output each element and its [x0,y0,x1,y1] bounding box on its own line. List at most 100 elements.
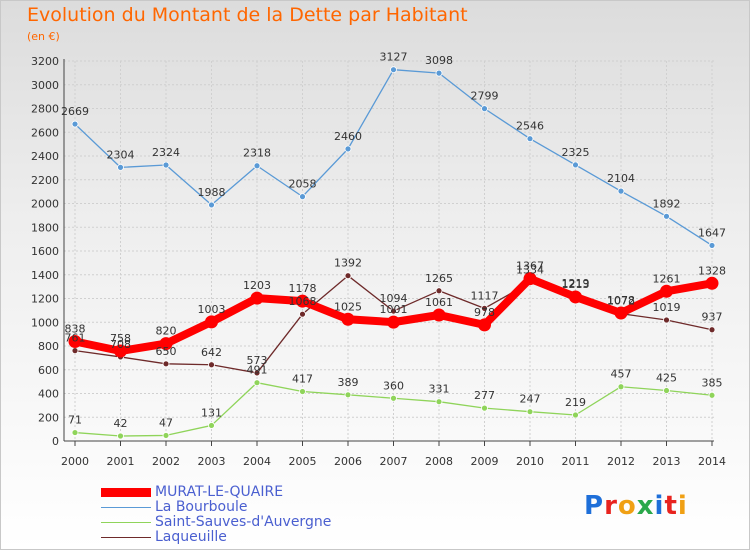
data-label: 1892 [653,197,681,210]
legend-swatch-saint-sauves [101,522,151,523]
data-point [344,272,352,280]
data-label: 1265 [425,272,453,285]
data-label: 820 [156,325,177,338]
data-point [71,429,79,436]
data-label: 1367 [516,260,544,273]
data-label: 131 [201,406,222,419]
y-tick-label: 1200 [31,293,59,306]
data-point [208,361,215,369]
data-label: 2058 [289,178,317,191]
y-tick-label: 2400 [31,150,59,163]
x-tick-label: 2012 [607,455,635,468]
x-tick-label: 2006 [334,455,362,468]
x-tick-label: 2000 [61,455,89,468]
x-tick-label: 2013 [653,455,681,468]
data-point [435,398,443,406]
data-label: 2669 [61,105,89,118]
chart-title: Evolution du Montant de la Dette par Hab… [27,4,468,26]
data-label: 1001 [380,303,408,316]
data-point [117,163,124,171]
x-tick-label: 2011 [562,455,590,468]
data-label: 1003 [198,303,226,316]
data-label: 457 [611,368,632,381]
data-point [344,391,352,399]
data-label: 642 [201,346,222,359]
data-label: 360 [383,379,404,392]
data-point [162,432,170,439]
data-label: 47 [159,416,173,429]
data-point [663,212,670,220]
data-label: 1328 [698,264,726,277]
data-label: 277 [474,389,495,402]
data-point [71,120,79,128]
data-label: 650 [156,345,177,358]
x-tick-label: 2004 [243,455,271,468]
x-tick-label: 2003 [198,455,226,468]
data-point [663,387,670,394]
y-tick-label: 2600 [31,126,59,139]
data-label: 761 [65,332,86,345]
data-point [162,161,170,169]
y-tick-label: 1000 [31,316,59,329]
y-tick-label: 3000 [31,79,59,92]
data-point [341,312,355,326]
data-point [617,383,625,391]
y-tick-label: 0 [52,435,59,448]
data-label: 1203 [243,279,271,292]
y-tick-label: 2800 [31,103,59,116]
data-label: 1072 [607,295,635,308]
data-point [208,422,215,429]
data-point [617,187,625,195]
data-label: 978 [474,306,495,319]
data-point [208,201,215,209]
data-point [663,316,670,324]
legend-label-murat: MURAT-LE-QUAIRE [155,484,284,500]
data-point [660,284,673,298]
data-label: 1988 [198,186,226,199]
data-point [481,105,488,113]
data-label: 937 [702,311,723,324]
data-label: 3098 [425,54,453,67]
y-tick-label: 400 [38,388,59,401]
data-point [435,69,443,77]
data-label: 1647 [698,226,726,239]
x-tick-label: 2009 [471,455,499,468]
data-point [253,379,261,387]
data-point [117,432,124,440]
data-point [253,369,261,377]
data-point [299,388,306,395]
data-point [387,315,400,329]
data-label: 1261 [653,272,681,285]
proxiti-logo: Proxiti [584,491,688,521]
data-point [250,291,264,305]
data-label: 219 [565,396,586,409]
data-label: 42 [114,417,128,430]
y-tick-label: 1400 [31,269,59,282]
x-tick-label: 2007 [380,455,408,468]
chart-subtitle: (en €) [27,30,60,43]
x-tick-label: 2001 [107,455,135,468]
data-label: 1094 [380,292,408,305]
y-tick-label: 1800 [31,221,59,234]
logo-letter: i [654,491,665,521]
data-label: 2104 [607,172,635,185]
y-tick-label: 2200 [31,174,59,187]
data-point [432,308,446,322]
data-point [481,404,488,412]
data-label: 3127 [380,51,408,64]
data-label: 838 [65,322,86,335]
data-point [523,272,537,286]
data-point [572,161,579,169]
data-label: 331 [429,383,450,396]
data-point [572,411,579,419]
legend-swatch-murat [101,488,151,497]
data-label: 247 [520,393,541,406]
data-point [114,344,127,358]
data-label: 758 [110,332,131,345]
data-point [159,337,173,351]
data-point [68,334,82,348]
data-label: 389 [338,376,359,389]
data-label: 2304 [107,148,135,161]
data-label: 1019 [653,301,681,314]
